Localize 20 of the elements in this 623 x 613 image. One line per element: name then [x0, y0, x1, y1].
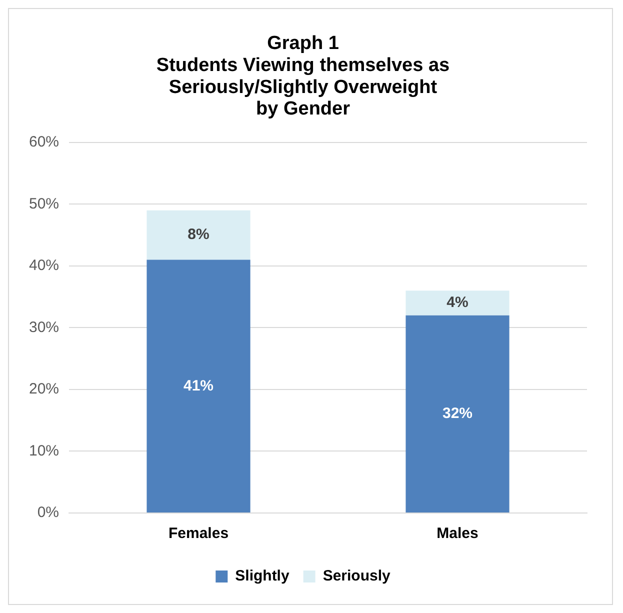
- bar: [146, 210, 250, 260]
- bar: [146, 260, 250, 512]
- y-tick-label: 0%: [37, 504, 60, 522]
- bar: [406, 315, 510, 512]
- legend-label: Seriously: [322, 568, 392, 585]
- data-label: 41%: [184, 377, 214, 394]
- y-tick-label: 40%: [28, 257, 60, 274]
- y-tick-label: 60%: [28, 134, 60, 151]
- legend-label: Slightly: [235, 568, 290, 585]
- y-tick-label: 50%: [28, 195, 60, 212]
- bar: [406, 290, 510, 316]
- data-label: 32%: [442, 405, 473, 422]
- y-tick-label: 20%: [28, 380, 60, 398]
- x-tick-label: Males: [436, 525, 478, 542]
- x-tick-label: Females: [168, 525, 229, 542]
- chart-title: Graph 1 Students Viewing themselves as Seriously/Slightly Overweight by Gender: [156, 33, 450, 120]
- data-label: 8%: [188, 226, 210, 244]
- y-tick-label: 30%: [28, 318, 60, 336]
- data-label: 4%: [446, 294, 468, 312]
- y-tick-label: 10%: [28, 442, 60, 460]
